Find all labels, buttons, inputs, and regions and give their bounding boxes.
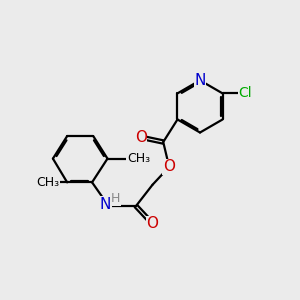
Text: O: O (163, 159, 175, 174)
Text: N: N (194, 73, 206, 88)
Text: O: O (135, 130, 147, 145)
Text: O: O (147, 216, 159, 231)
Text: H: H (111, 192, 120, 205)
Text: CH₃: CH₃ (127, 152, 150, 165)
Text: N: N (99, 197, 111, 212)
Text: Cl: Cl (238, 86, 252, 100)
Text: CH₃: CH₃ (37, 176, 60, 189)
